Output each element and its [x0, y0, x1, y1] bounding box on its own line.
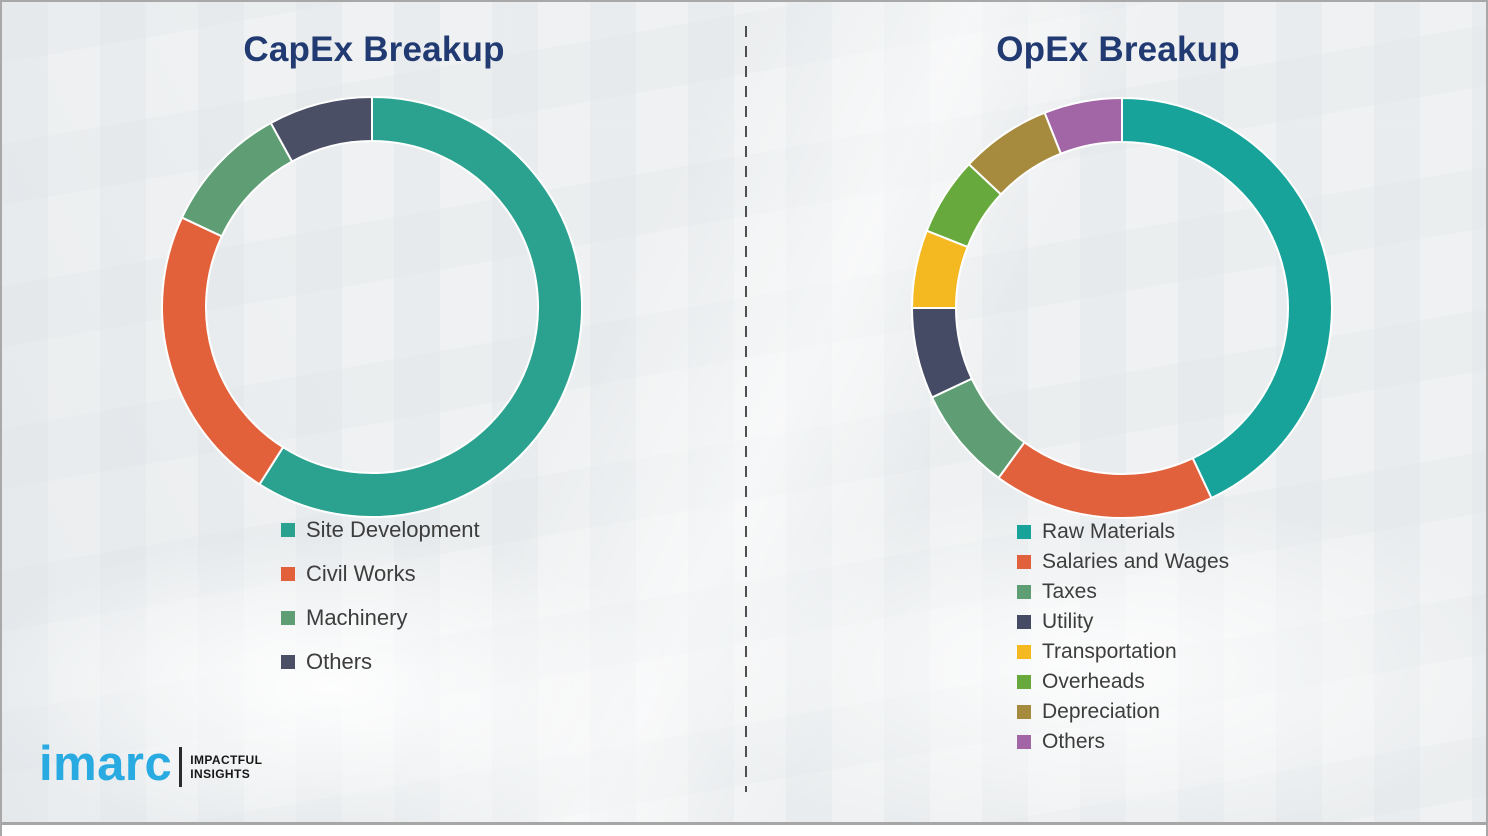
donut-segment-salaries-and-wages [997, 440, 1213, 519]
legend-label: Machinery [306, 605, 408, 630]
legend-marker [281, 610, 295, 625]
legend-label: Salaries and Wages [1042, 550, 1230, 573]
legend-item: Taxes [1017, 579, 1229, 605]
legend-marker [1017, 525, 1031, 539]
capex-title: CapEx Breakup [243, 30, 505, 69]
donut-segment-site-development [258, 95, 583, 518]
legend-label: Raw Materials [1042, 520, 1176, 543]
legend-item: Civil Works [281, 560, 480, 587]
legend-marker [1017, 555, 1031, 569]
logo-separator-bar [179, 747, 183, 787]
legend-item: Overheads [1017, 669, 1229, 695]
tagline-line-1: IMPACTFUL [190, 753, 263, 767]
legend-item: Site Development [281, 516, 480, 543]
donut-segment-civil-works [161, 216, 285, 486]
bottom-border-line [2, 822, 1486, 825]
imarc-logo-text: imarc [39, 737, 173, 791]
imarc-logo: imarc IMPACTFUL INSIGHTS [39, 735, 262, 793]
legend-marker [281, 654, 295, 669]
donut-segment-others [1043, 96, 1123, 155]
legend-marker [1017, 585, 1031, 599]
donut-segment-utility [910, 307, 974, 399]
legend-label: Site Development [306, 517, 480, 542]
legend-marker [1017, 615, 1031, 629]
dashed-divider [745, 26, 747, 792]
opex-panel: OpEx Breakup Raw Materials Salaries and W… [746, 2, 1486, 792]
legend-label: Transportation [1042, 640, 1177, 663]
legend-label: Utility [1042, 610, 1094, 633]
donut-segment-machinery [180, 121, 294, 238]
legend-item: Salaries and Wages [1017, 549, 1229, 575]
opex-title: OpEx Breakup [996, 30, 1240, 69]
donut-segment-taxes [930, 377, 1026, 480]
legend-marker [1017, 675, 1031, 689]
legend-marker [281, 566, 295, 581]
legend-label: Civil Works [306, 561, 416, 586]
legend-label: Others [1042, 730, 1106, 753]
legend-label: Depreciation [1042, 700, 1160, 723]
legend-marker [1017, 735, 1031, 749]
opex-donut-chart [910, 96, 1333, 519]
legend-item: Depreciation [1017, 699, 1229, 725]
imarc-tagline: IMPACTFUL INSIGHTS [190, 753, 262, 781]
legend-item: Machinery [281, 604, 480, 631]
legend-item: Raw Materials [1017, 519, 1229, 545]
bottom-white-strip [2, 825, 1486, 836]
capex-legend: Site Development Civil Works Machinery Othe… [281, 516, 480, 675]
legend-label: Overheads [1042, 670, 1145, 693]
legend-label: Taxes [1042, 580, 1097, 603]
legend-marker [1017, 645, 1031, 659]
capex-panel: CapEx Breakup Site Development Civil Work… [2, 2, 746, 792]
opex-legend: Raw Materials Salaries and Wages Taxes Util… [1017, 519, 1229, 755]
legend-label: Others [306, 649, 373, 674]
legend-item: Others [281, 648, 480, 675]
donut-segment-others [269, 95, 373, 163]
legend-item: Others [1017, 729, 1229, 755]
legend-marker [1017, 705, 1031, 719]
donut-segment-raw-materials [1121, 96, 1333, 500]
tagline-line-2: INSIGHTS [190, 767, 251, 781]
legend-item: Utility [1017, 609, 1229, 635]
legend-marker [281, 522, 295, 537]
legend-item: Transportation [1017, 639, 1229, 665]
capex-donut-chart [161, 95, 583, 518]
